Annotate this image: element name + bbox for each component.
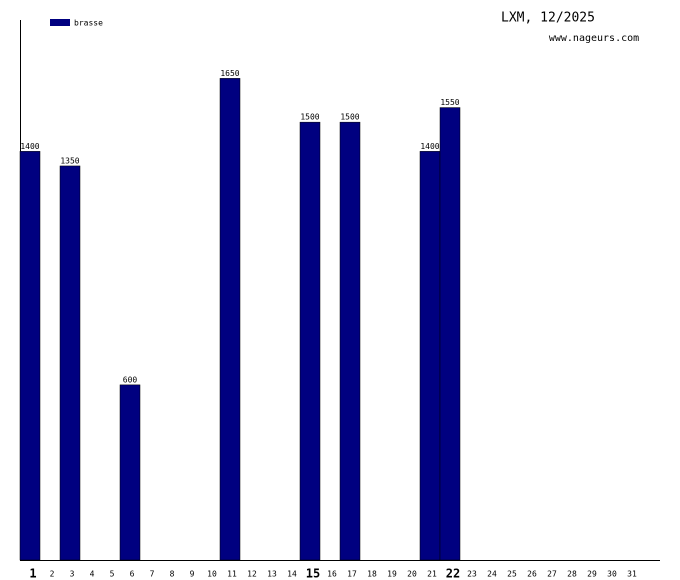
x-tick-label: 12 [247, 570, 257, 579]
x-tick-label: 5 [110, 570, 115, 579]
value-label: 1500 [340, 113, 359, 122]
x-tick-label: 19 [387, 570, 397, 579]
x-tick-label: 25 [507, 570, 517, 579]
value-label: 600 [123, 375, 138, 384]
bar [439, 107, 461, 561]
x-tick-label: 14 [287, 570, 297, 579]
x-tick-label: 17 [347, 570, 357, 579]
bar [299, 121, 321, 561]
bar [59, 165, 81, 561]
value-label: 1350 [60, 156, 79, 165]
x-tick-label: 11 [227, 570, 237, 579]
x-tick-label: 13 [267, 570, 277, 579]
value-label: 1400 [20, 142, 39, 151]
x-tick-label: 28 [567, 570, 577, 579]
x-tick-label: 29 [587, 570, 597, 579]
chart-subtitle: www.nageurs.com [549, 33, 639, 44]
x-tick-label: 31 [627, 570, 637, 579]
x-tick-label: 1 [29, 567, 36, 580]
x-tick-label: 24 [487, 570, 497, 579]
x-tick-label: 23 [467, 570, 477, 579]
x-tick-label: 9 [190, 570, 195, 579]
bar [339, 121, 361, 561]
x-tick-label: 15 [306, 567, 320, 580]
x-tick-label: 4 [90, 570, 95, 579]
x-tick-label: 26 [527, 570, 537, 579]
bar [419, 151, 441, 561]
x-tick-label: 7 [150, 570, 155, 579]
legend-label: brasse [74, 19, 103, 28]
bar [119, 384, 141, 561]
x-tick-label: 22 [446, 567, 460, 580]
value-label: 1550 [440, 98, 459, 107]
bar [219, 78, 241, 561]
x-tick-label: 30 [607, 570, 617, 579]
x-tick-label: 21 [427, 570, 437, 579]
x-tick-label: 8 [170, 570, 175, 579]
x-tick-label: 6 [130, 570, 135, 579]
value-label: 1650 [220, 69, 239, 78]
value-label: 1500 [300, 113, 319, 122]
x-tick-label: 18 [367, 570, 377, 579]
value-label: 1400 [420, 142, 439, 151]
x-tick-label: 3 [70, 570, 75, 579]
legend-swatch [50, 19, 70, 26]
x-tick-label: 27 [547, 570, 557, 579]
x-tick-label: 20 [407, 570, 417, 579]
x-tick-label: 10 [207, 570, 217, 579]
x-tick-label: 16 [327, 570, 337, 579]
chart-title: LXM, 12/2025 [501, 11, 595, 26]
bar [19, 151, 41, 561]
x-tick-label: 2 [50, 570, 55, 579]
